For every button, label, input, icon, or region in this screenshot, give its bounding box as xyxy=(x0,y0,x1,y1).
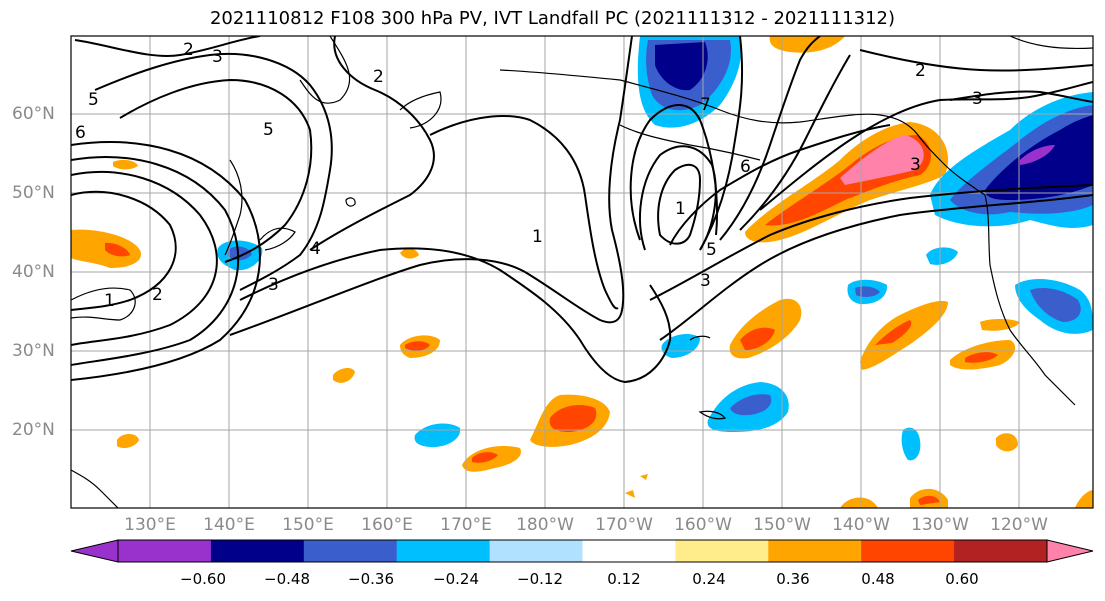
contour-label: 5 xyxy=(88,90,99,110)
contour-labels: 2 3 5 6 2 5 4 3 1 2 1 1 7 6 5 3 2 3 3 xyxy=(75,40,983,311)
contour-label: 5 xyxy=(263,120,274,140)
colorbar-segment xyxy=(489,540,583,562)
map-frame xyxy=(70,35,1094,509)
lon-label: 180°W xyxy=(516,515,574,535)
graticule xyxy=(71,36,1093,508)
ivt-shading xyxy=(71,36,1093,508)
contour-label: 4 xyxy=(310,239,321,259)
pv-contours xyxy=(71,36,1093,384)
colorbar-extend-low xyxy=(70,539,119,563)
colorbar-tick-label: 0.12 xyxy=(607,570,641,588)
colorbar-tick-label: 0.36 xyxy=(776,570,810,588)
colorbar-outline xyxy=(117,539,1048,563)
colorbar-segment xyxy=(675,540,769,562)
colorbar-tick-label: −0.48 xyxy=(264,570,310,588)
colorbar-segment xyxy=(861,540,955,562)
colorbar-tick-label: −0.24 xyxy=(433,570,479,588)
lon-label: 160°E xyxy=(361,515,413,535)
contour-label: 7 xyxy=(700,95,711,115)
colorbar-extend-high xyxy=(1046,539,1094,563)
contour-label: 3 xyxy=(700,271,711,291)
colorbar xyxy=(70,539,1094,563)
contour-label: 1 xyxy=(675,199,686,219)
lat-label: 20°N xyxy=(12,420,55,440)
lat-label: 30°N xyxy=(12,341,55,361)
colorbar-segment xyxy=(954,540,1048,562)
lon-label: 140°W xyxy=(832,515,890,535)
colorbar-tick-label: −0.36 xyxy=(348,570,394,588)
lat-label: 40°N xyxy=(12,262,55,282)
colorbar-segment xyxy=(118,540,212,562)
contour-label: 3 xyxy=(268,275,279,295)
contour-label: 2 xyxy=(152,285,163,305)
lon-label: 130°E xyxy=(124,515,176,535)
lon-label: 170°W xyxy=(595,515,653,535)
colorbar-tick-label: 0.24 xyxy=(692,570,726,588)
contour-label: 3 xyxy=(212,47,223,67)
colorbar-tick-label: 0.48 xyxy=(861,570,895,588)
contour-label: 2 xyxy=(915,61,926,81)
lon-label: 130°W xyxy=(911,515,969,535)
contour-label: 2 xyxy=(373,67,384,87)
contour-label: 2 xyxy=(183,40,194,60)
colorbar-tick-label: −0.60 xyxy=(180,570,226,588)
colorbar-segment xyxy=(582,540,676,562)
contour-label: 3 xyxy=(910,155,921,175)
colorbar-segment xyxy=(396,540,491,562)
contour-label: 1 xyxy=(532,227,543,247)
map-title: 2021110812 F108 300 hPa PV, IVT Landfall… xyxy=(209,8,896,29)
colorbar-segment xyxy=(303,540,398,562)
lon-label: 150°W xyxy=(753,515,811,535)
colorbar-segment xyxy=(768,540,862,562)
lon-label: 160°W xyxy=(674,515,732,535)
lon-label: 140°E xyxy=(203,515,255,535)
contour-label: 1 xyxy=(104,291,115,311)
contour-label: 3 xyxy=(972,89,983,109)
colorbar-segment xyxy=(210,540,305,562)
coastlines xyxy=(71,36,1093,508)
lon-label: 170°E xyxy=(440,515,492,535)
lon-label: 120°W xyxy=(990,515,1048,535)
contour-label: 6 xyxy=(740,157,751,177)
lon-label: 150°E xyxy=(282,515,334,535)
contour-label: 6 xyxy=(75,123,86,143)
colorbar-tick-label: −0.12 xyxy=(517,570,563,588)
colorbar-tick-label: 0.60 xyxy=(945,570,979,588)
contour-label: 5 xyxy=(706,240,717,260)
lat-label: 60°N xyxy=(12,104,55,124)
lat-label: 50°N xyxy=(12,183,55,203)
